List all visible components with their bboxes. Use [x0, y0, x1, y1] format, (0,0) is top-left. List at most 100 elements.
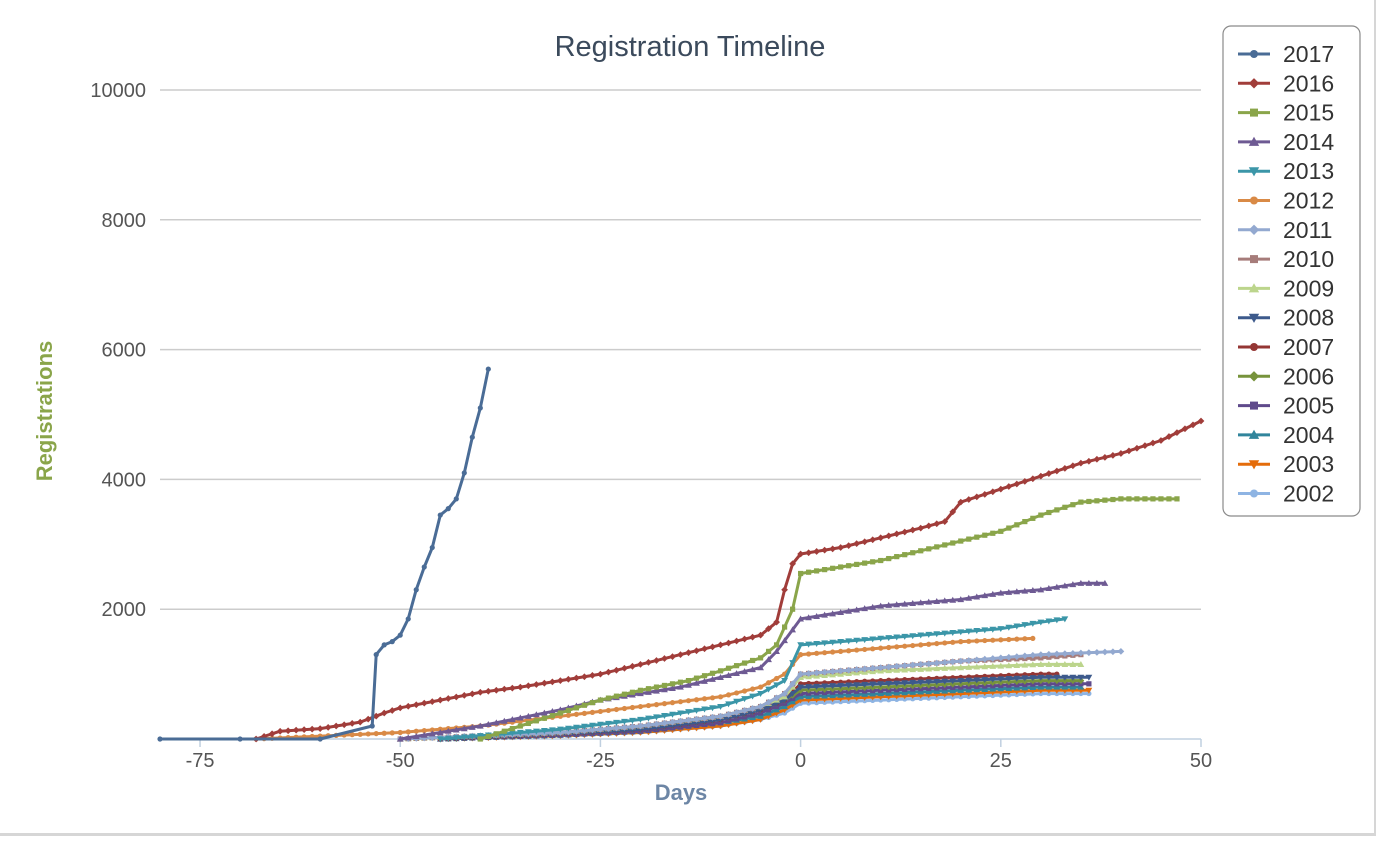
- data-point: [941, 687, 949, 694]
- data-point: [1061, 683, 1069, 690]
- legend-label: 2009: [1283, 275, 1334, 301]
- legend-item-2012[interactable]: 2012: [1238, 188, 1334, 214]
- data-point: [540, 727, 548, 734]
- data-point: [1062, 504, 1068, 510]
- legend-item-2006[interactable]: 2006: [1238, 363, 1334, 389]
- data-point: [981, 663, 989, 670]
- data-point: [468, 723, 476, 730]
- data-point: [701, 673, 708, 679]
- data-point: [797, 615, 804, 622]
- legend-marker: [1250, 50, 1258, 58]
- legend-item-2004[interactable]: 2004: [1238, 422, 1334, 448]
- data-point: [933, 687, 941, 694]
- legend-item-2005[interactable]: 2005: [1238, 393, 1334, 419]
- data-point: [1101, 453, 1109, 461]
- legend-marker: [1248, 224, 1260, 235]
- legend-item-2015[interactable]: 2015: [1238, 100, 1334, 126]
- data-point: [548, 678, 556, 686]
- data-point: [973, 656, 981, 664]
- data-point: [798, 652, 804, 658]
- data-point: [412, 701, 420, 709]
- data-point: [934, 544, 940, 550]
- data-point: [461, 470, 467, 476]
- data-point: [917, 599, 925, 606]
- data-point: [910, 642, 916, 649]
- data-point: [853, 540, 861, 548]
- data-point: [893, 662, 901, 670]
- data-point: [902, 552, 908, 558]
- legend-label: 2006: [1283, 363, 1334, 389]
- data-point: [332, 722, 340, 730]
- data-point: [1037, 674, 1045, 681]
- data-point: [581, 723, 588, 730]
- x-tick-label: -50: [386, 750, 415, 772]
- legend-item-2002[interactable]: 2002: [1238, 481, 1334, 507]
- legend-item-2016[interactable]: 2016: [1238, 70, 1334, 96]
- data-point: [997, 485, 1005, 493]
- data-point: [725, 692, 732, 698]
- data-point: [669, 718, 676, 726]
- data-point: [589, 722, 596, 729]
- data-point: [460, 725, 468, 732]
- data-point: [1045, 585, 1053, 592]
- data-point: [917, 632, 925, 639]
- data-point: [157, 736, 163, 742]
- legend-item-2013[interactable]: 2013: [1238, 158, 1334, 184]
- data-point: [389, 639, 395, 645]
- legend-item-2011[interactable]: 2011: [1238, 217, 1332, 243]
- data-point: [925, 660, 933, 668]
- legend-item-2007[interactable]: 2007: [1238, 334, 1334, 360]
- data-point: [869, 636, 877, 643]
- data-point: [837, 639, 845, 646]
- data-point: [717, 703, 724, 710]
- data-point: [629, 662, 636, 670]
- data-point: [997, 654, 1005, 662]
- legend-label: 2008: [1283, 305, 1334, 331]
- data-point: [821, 640, 829, 647]
- data-point: [901, 633, 909, 640]
- data-point: [1029, 675, 1037, 682]
- data-point: [1013, 588, 1021, 595]
- data-point: [773, 648, 780, 654]
- data-point: [957, 686, 965, 693]
- data-point: [701, 645, 708, 653]
- data-point: [484, 687, 492, 695]
- data-point: [789, 680, 796, 688]
- legend-marker: [1250, 343, 1258, 351]
- data-point: [677, 651, 684, 659]
- data-point: [949, 629, 957, 636]
- data-point: [933, 520, 941, 528]
- data-point: [741, 668, 748, 675]
- data-point: [733, 663, 740, 669]
- data-point: [862, 560, 868, 566]
- data-point: [693, 647, 700, 655]
- data-point: [757, 690, 764, 697]
- data-point: [733, 709, 740, 716]
- data-point: [420, 731, 428, 738]
- data-point: [909, 688, 917, 695]
- legend-item-2003[interactable]: 2003: [1238, 451, 1334, 477]
- data-point: [981, 655, 989, 663]
- data-point: [813, 612, 821, 619]
- data-point: [669, 684, 676, 691]
- data-point: [645, 659, 652, 666]
- data-point: [677, 683, 684, 690]
- data-point: [629, 704, 636, 711]
- data-point: [573, 705, 579, 711]
- data-point: [1005, 483, 1013, 490]
- data-point: [797, 642, 804, 649]
- data-point: [902, 643, 908, 649]
- series-2013: [436, 616, 1069, 743]
- series-2017: [157, 366, 491, 742]
- data-point: [653, 657, 660, 664]
- data-point: [1061, 616, 1069, 623]
- legend-item-2009[interactable]: 2009: [1238, 275, 1334, 301]
- legend-item-2008[interactable]: 2008: [1238, 305, 1334, 331]
- data-point: [1126, 496, 1132, 502]
- data-point: [669, 653, 676, 660]
- data-point: [661, 701, 668, 707]
- legend-item-2017[interactable]: 2017: [1238, 41, 1334, 67]
- x-axis-ticks: -75 -50 -25 0 25 50: [186, 739, 1212, 772]
- legend-item-2010[interactable]: 2010: [1238, 246, 1334, 272]
- legend-item-2014[interactable]: 2014: [1238, 129, 1334, 155]
